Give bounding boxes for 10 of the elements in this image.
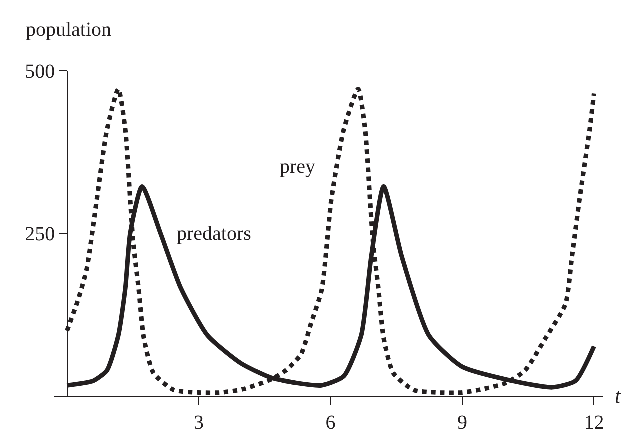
x-tick-label: 9	[457, 412, 468, 434]
x-tick-label: 3	[194, 412, 204, 434]
y-axis-title: population	[26, 19, 112, 41]
y-tick-label: 250	[25, 224, 56, 246]
y-tick-label: 500	[25, 61, 56, 83]
x-axis-title: t	[615, 384, 622, 408]
series-label: predators	[177, 223, 252, 245]
x-tick-label: 12	[584, 412, 604, 434]
x-tick-label: 6	[326, 412, 336, 434]
series-label: prey	[280, 156, 316, 178]
